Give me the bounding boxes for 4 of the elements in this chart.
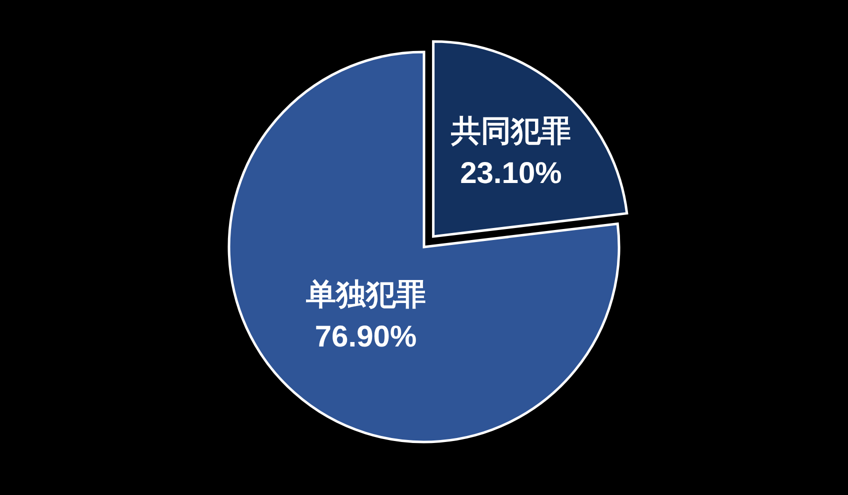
data-label: 76.90% [314, 320, 417, 354]
slice-label: 共同犯罪 [450, 115, 571, 148]
slice-label: 单独犯罪 [304, 278, 426, 312]
data-label: 23.10% [460, 157, 562, 190]
